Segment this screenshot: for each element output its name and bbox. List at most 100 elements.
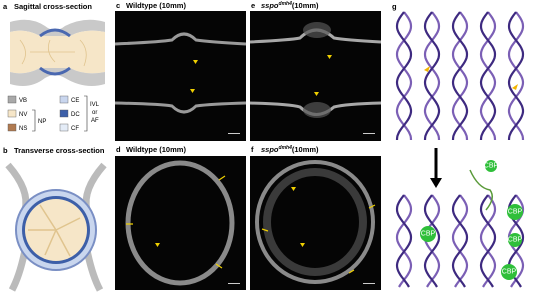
helix-strand — [395, 11, 413, 141]
helix-strand — [479, 194, 497, 288]
shape — [19, 39, 87, 67]
shape — [5, 162, 30, 211]
panel-title: Wildtype (10mm) — [126, 145, 186, 154]
legend-label: CE — [71, 98, 79, 104]
shape — [430, 178, 442, 188]
cbp-circle — [508, 233, 522, 247]
image-c — [114, 11, 247, 141]
shape — [114, 101, 247, 114]
cbp-circle — [485, 160, 497, 172]
legend-group: IVL — [90, 102, 100, 108]
shape — [7, 123, 17, 132]
cbp-label: CBP — [502, 269, 517, 276]
shape — [155, 243, 160, 247]
legend-group: AF — [91, 118, 99, 124]
panel-letter: g — [392, 2, 397, 11]
title-rest: (10mm) — [292, 1, 319, 10]
shape — [7, 95, 17, 104]
legend-label: NV — [19, 112, 27, 118]
shape — [59, 109, 69, 118]
gene: sspo — [261, 145, 279, 154]
panel-letter: a — [3, 2, 8, 11]
panel-letter: d — [116, 145, 121, 154]
panel-title: sspodmh4(10mm) — [261, 145, 319, 154]
helix-strand — [395, 194, 413, 288]
sagittal-diagram — [10, 19, 105, 86]
shape — [84, 95, 88, 132]
cbp-circle — [420, 226, 436, 242]
legend-label: NS — [19, 126, 27, 132]
panel-letter: e — [251, 1, 255, 10]
cbp-circle — [501, 264, 517, 280]
shape — [39, 66, 71, 76]
helix-strand — [451, 11, 469, 141]
shape — [83, 249, 104, 292]
shape — [228, 283, 240, 284]
image-d — [115, 156, 246, 290]
transverse-diagram — [5, 162, 107, 292]
helix-strand — [451, 194, 469, 288]
arrow — [430, 148, 493, 211]
shape — [190, 60, 198, 93]
helix-strand — [479, 194, 497, 288]
shape — [363, 133, 375, 134]
shape — [59, 123, 69, 132]
helix-strand — [479, 11, 497, 141]
panel-title: Sagittal cross-section — [14, 2, 92, 11]
panel-letter: c — [116, 1, 120, 10]
helix-strand — [507, 11, 525, 141]
panel-letter: f — [251, 145, 254, 154]
helix-strand — [451, 11, 469, 141]
shape — [228, 133, 240, 134]
cbp-label: CBP — [508, 209, 523, 216]
shape — [255, 160, 375, 284]
shape — [303, 22, 331, 38]
shape — [125, 160, 235, 286]
helix-strand — [423, 11, 441, 141]
legend-group: NP — [38, 119, 46, 125]
helix-strand — [395, 11, 413, 141]
image-e — [249, 11, 382, 141]
cbp-group: CBP CBP CBP CBP CBP — [420, 160, 523, 280]
cbp-circle — [507, 204, 523, 220]
shape — [469, 169, 493, 211]
shape — [114, 32, 247, 46]
shape — [28, 204, 81, 257]
allele: dmh4 — [279, 1, 293, 7]
cbp-label: CBP — [484, 163, 499, 170]
shape — [261, 204, 376, 274]
legend-label: CF — [71, 126, 79, 132]
legend-group: or — [92, 110, 97, 116]
shape — [363, 283, 375, 284]
shape — [59, 95, 69, 104]
allele: dmh4 — [279, 145, 293, 151]
shape — [303, 102, 331, 118]
legend-label: VB — [19, 98, 27, 104]
helix-strand — [451, 194, 469, 288]
helix-strand — [395, 194, 413, 288]
helices — [395, 11, 525, 288]
shape — [263, 168, 367, 276]
shape — [7, 109, 17, 118]
cbp-label: CBP — [421, 231, 436, 238]
shape — [32, 109, 36, 132]
shape — [8, 249, 29, 292]
helix-strand — [423, 11, 441, 141]
shape — [10, 19, 105, 36]
shape — [126, 175, 226, 269]
legend — [7, 95, 88, 132]
helix-strand — [423, 194, 441, 288]
panel-title: Transverse cross-section — [14, 146, 105, 155]
panel-title: Wildtype (10mm) — [126, 1, 186, 10]
gene: sspo — [261, 1, 279, 10]
legend-label: DC — [71, 112, 80, 118]
panel-letter: b — [3, 146, 8, 155]
helix-strand — [479, 11, 497, 141]
shape — [10, 68, 105, 86]
image-f — [250, 156, 381, 290]
panel-title: sspodmh4(10mm) — [261, 1, 319, 10]
shape — [115, 156, 246, 290]
shape — [115, 11, 246, 141]
cbp-label: CBP — [508, 237, 523, 244]
